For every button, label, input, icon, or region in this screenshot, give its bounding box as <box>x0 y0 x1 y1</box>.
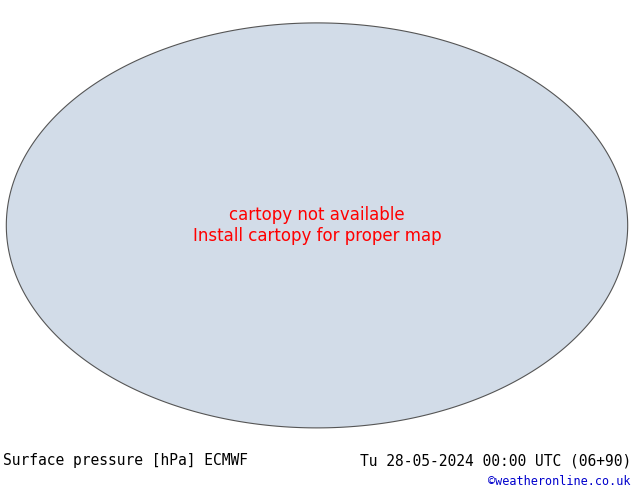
Text: Tu 28-05-2024 00:00 UTC (06+90): Tu 28-05-2024 00:00 UTC (06+90) <box>359 453 631 468</box>
Text: cartopy not available
Install cartopy for proper map: cartopy not available Install cartopy fo… <box>193 206 441 245</box>
Polygon shape <box>6 23 628 428</box>
Text: Surface pressure [hPa] ECMWF: Surface pressure [hPa] ECMWF <box>3 453 248 468</box>
Text: ©weatheronline.co.uk: ©weatheronline.co.uk <box>488 474 631 488</box>
